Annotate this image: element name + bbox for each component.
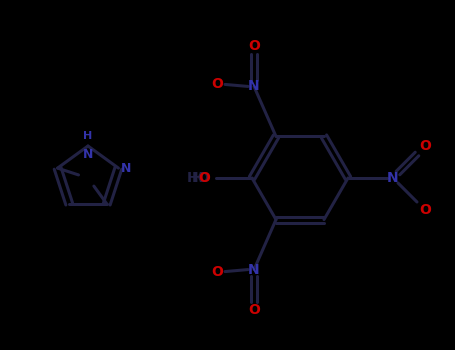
- Text: N: N: [121, 162, 131, 175]
- Text: O: O: [248, 40, 260, 54]
- Text: O: O: [248, 302, 260, 316]
- Text: H: H: [192, 171, 204, 185]
- Text: O: O: [419, 203, 431, 217]
- Text: O: O: [211, 77, 223, 91]
- Text: H: H: [83, 131, 93, 141]
- Text: HO: HO: [187, 171, 210, 185]
- Text: O: O: [211, 265, 223, 279]
- Text: O: O: [198, 171, 210, 185]
- Text: N: N: [387, 171, 399, 185]
- Text: N: N: [248, 79, 260, 93]
- Text: N: N: [248, 262, 260, 276]
- Text: O: O: [419, 139, 431, 153]
- Text: N: N: [83, 148, 93, 161]
